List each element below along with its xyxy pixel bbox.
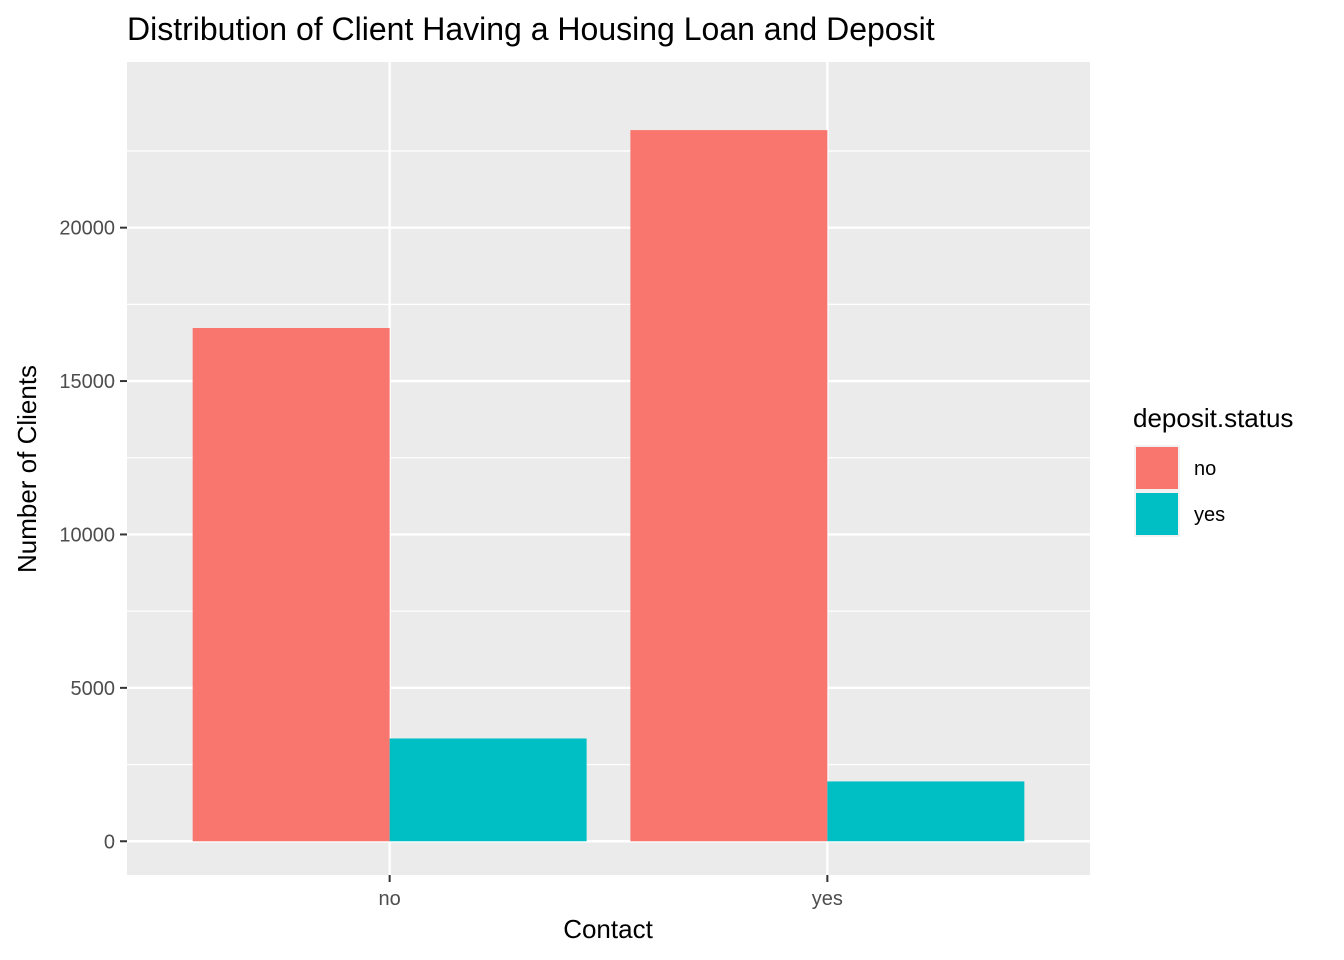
bar-no-no — [192, 327, 390, 842]
legend-label: yes — [1194, 504, 1225, 526]
y-axis: 0 5000 10000 15000 20000 — [59, 218, 127, 853]
bar-yes-yes — [827, 781, 1025, 842]
bars — [192, 130, 1025, 842]
legend-label: no — [1194, 458, 1216, 480]
legend: deposit.status no yes — [1133, 403, 1293, 537]
y-tick-label: 0 — [104, 831, 115, 853]
x-tick-label: yes — [812, 888, 843, 910]
y-tick-label: 20000 — [59, 218, 115, 240]
y-tick-label: 15000 — [59, 371, 115, 393]
legend-swatch-no — [1136, 447, 1178, 489]
legend-swatch-yes — [1136, 493, 1178, 535]
y-axis-title: Number of Clients — [12, 365, 42, 573]
bar-no-yes — [389, 738, 587, 842]
bar-yes-no — [630, 130, 828, 842]
y-tick-label: 5000 — [71, 678, 116, 700]
y-tick-label: 10000 — [59, 524, 115, 546]
legend-title: deposit.status — [1133, 403, 1293, 433]
x-tick-label: no — [379, 888, 401, 910]
legend-items: no yes — [1134, 445, 1225, 537]
x-axis-title: Contact — [563, 914, 653, 944]
x-axis: no yes — [379, 875, 843, 910]
chart-title: Distribution of Client Having a Housing … — [127, 11, 935, 47]
